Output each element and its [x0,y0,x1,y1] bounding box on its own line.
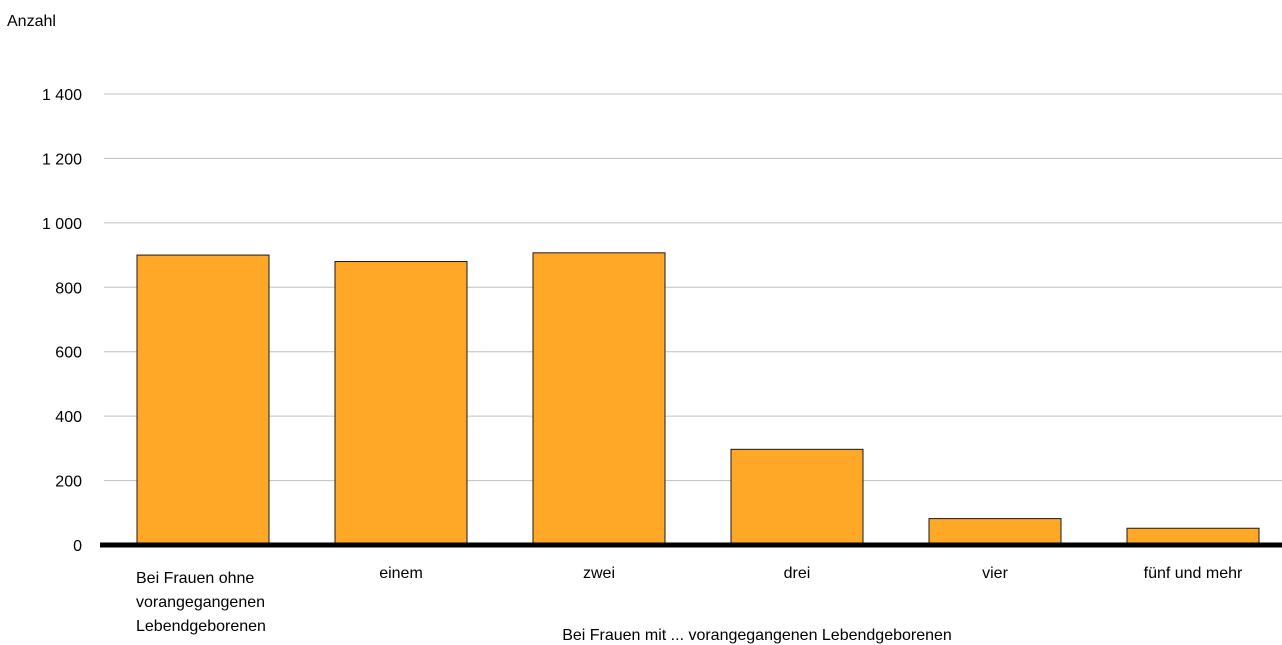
bar [334,261,468,546]
bar [136,254,270,546]
bar [928,518,1062,546]
x-tick-label: fünf und mehr [1144,565,1243,582]
y-tick-label: 0 [73,538,82,555]
y-tick-label: 1 000 [42,216,82,233]
x-tick-label: drei [784,565,811,582]
x-axis-label: Bei Frauen mit ... vorangegangenen Leben… [562,627,952,644]
grid-lines [104,93,1282,482]
y-tick-label: 600 [55,345,82,362]
bar [730,448,864,546]
x-tick-labels: Bei Frauen ohne vorangegangenen Lebendgebo… [136,565,1243,635]
x-tick-label: zwei [583,565,615,582]
bar [1126,527,1260,546]
bar [532,252,666,546]
x-tick-label: vier [982,565,1008,582]
x-tick-label: Bei Frauen ohne vorangegangenen Lebendgebo… [136,570,266,635]
y-tick-labels: 0 200 400 600 800 1 000 1 200 1 400 [42,87,82,555]
y-tick-label: 1 200 [42,151,82,168]
y-tick-label: 400 [55,409,82,426]
y-tick-label: 800 [55,280,82,297]
y-tick-label: 1 400 [42,87,82,104]
y-axis-label: Anzahl [7,13,56,30]
x-tick-label: einem [379,565,423,582]
y-tick-label: 200 [55,474,82,491]
bars [136,252,1260,546]
